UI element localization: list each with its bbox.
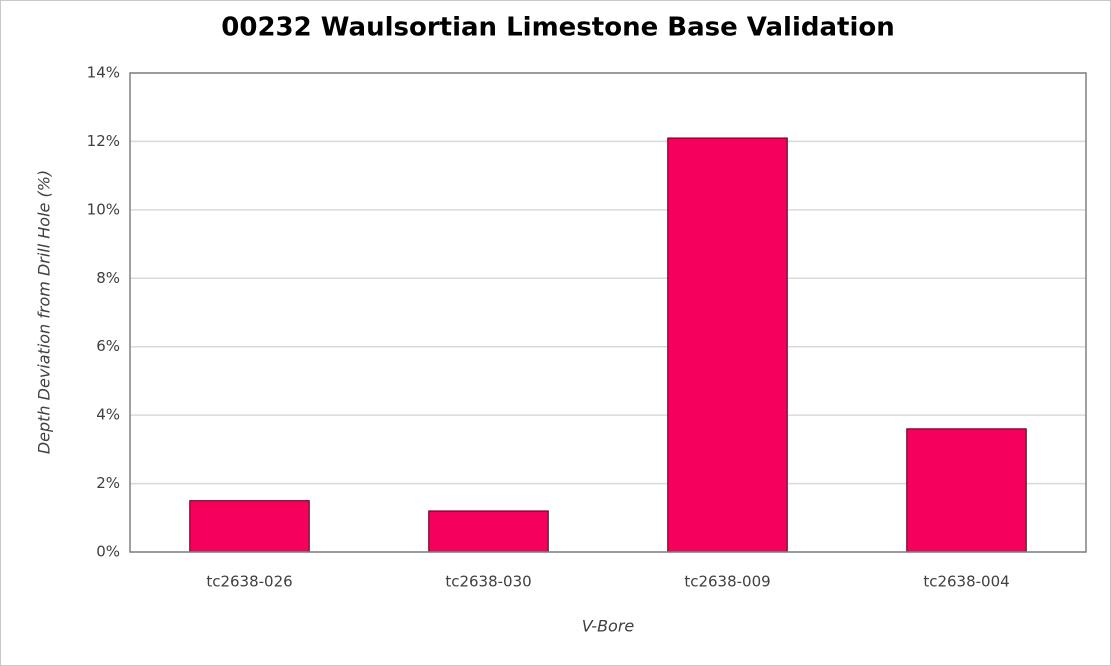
y-tick-label: 0%	[96, 543, 120, 561]
grid	[130, 72, 1086, 553]
x-tick-label: tc2638-030	[445, 573, 531, 591]
bar	[189, 500, 310, 553]
x-axis-label: V-Bore	[582, 617, 635, 636]
y-tick-label: 14%	[87, 64, 120, 82]
plot-border	[129, 72, 1087, 553]
chart-title: 00232 Waulsortian Limestone Base Validat…	[221, 13, 894, 43]
y-tick-label: 12%	[87, 132, 120, 150]
x-tick-label: tc2638-026	[206, 573, 292, 591]
y-tick-label: 2%	[96, 474, 120, 492]
y-tick-label: 4%	[96, 406, 120, 424]
x-tick-label: tc2638-009	[684, 573, 770, 591]
x-tick-label: tc2638-004	[923, 573, 1009, 591]
y-tick-label: 6%	[96, 337, 120, 355]
bars	[189, 137, 1027, 553]
y-tick-label: 8%	[96, 269, 120, 287]
bar	[428, 510, 549, 553]
bar	[906, 428, 1027, 553]
y-tick-label: 10%	[87, 200, 120, 218]
bar	[667, 137, 788, 553]
y-axis-label: Depth Deviation from Drill Hole (%)	[35, 170, 54, 454]
